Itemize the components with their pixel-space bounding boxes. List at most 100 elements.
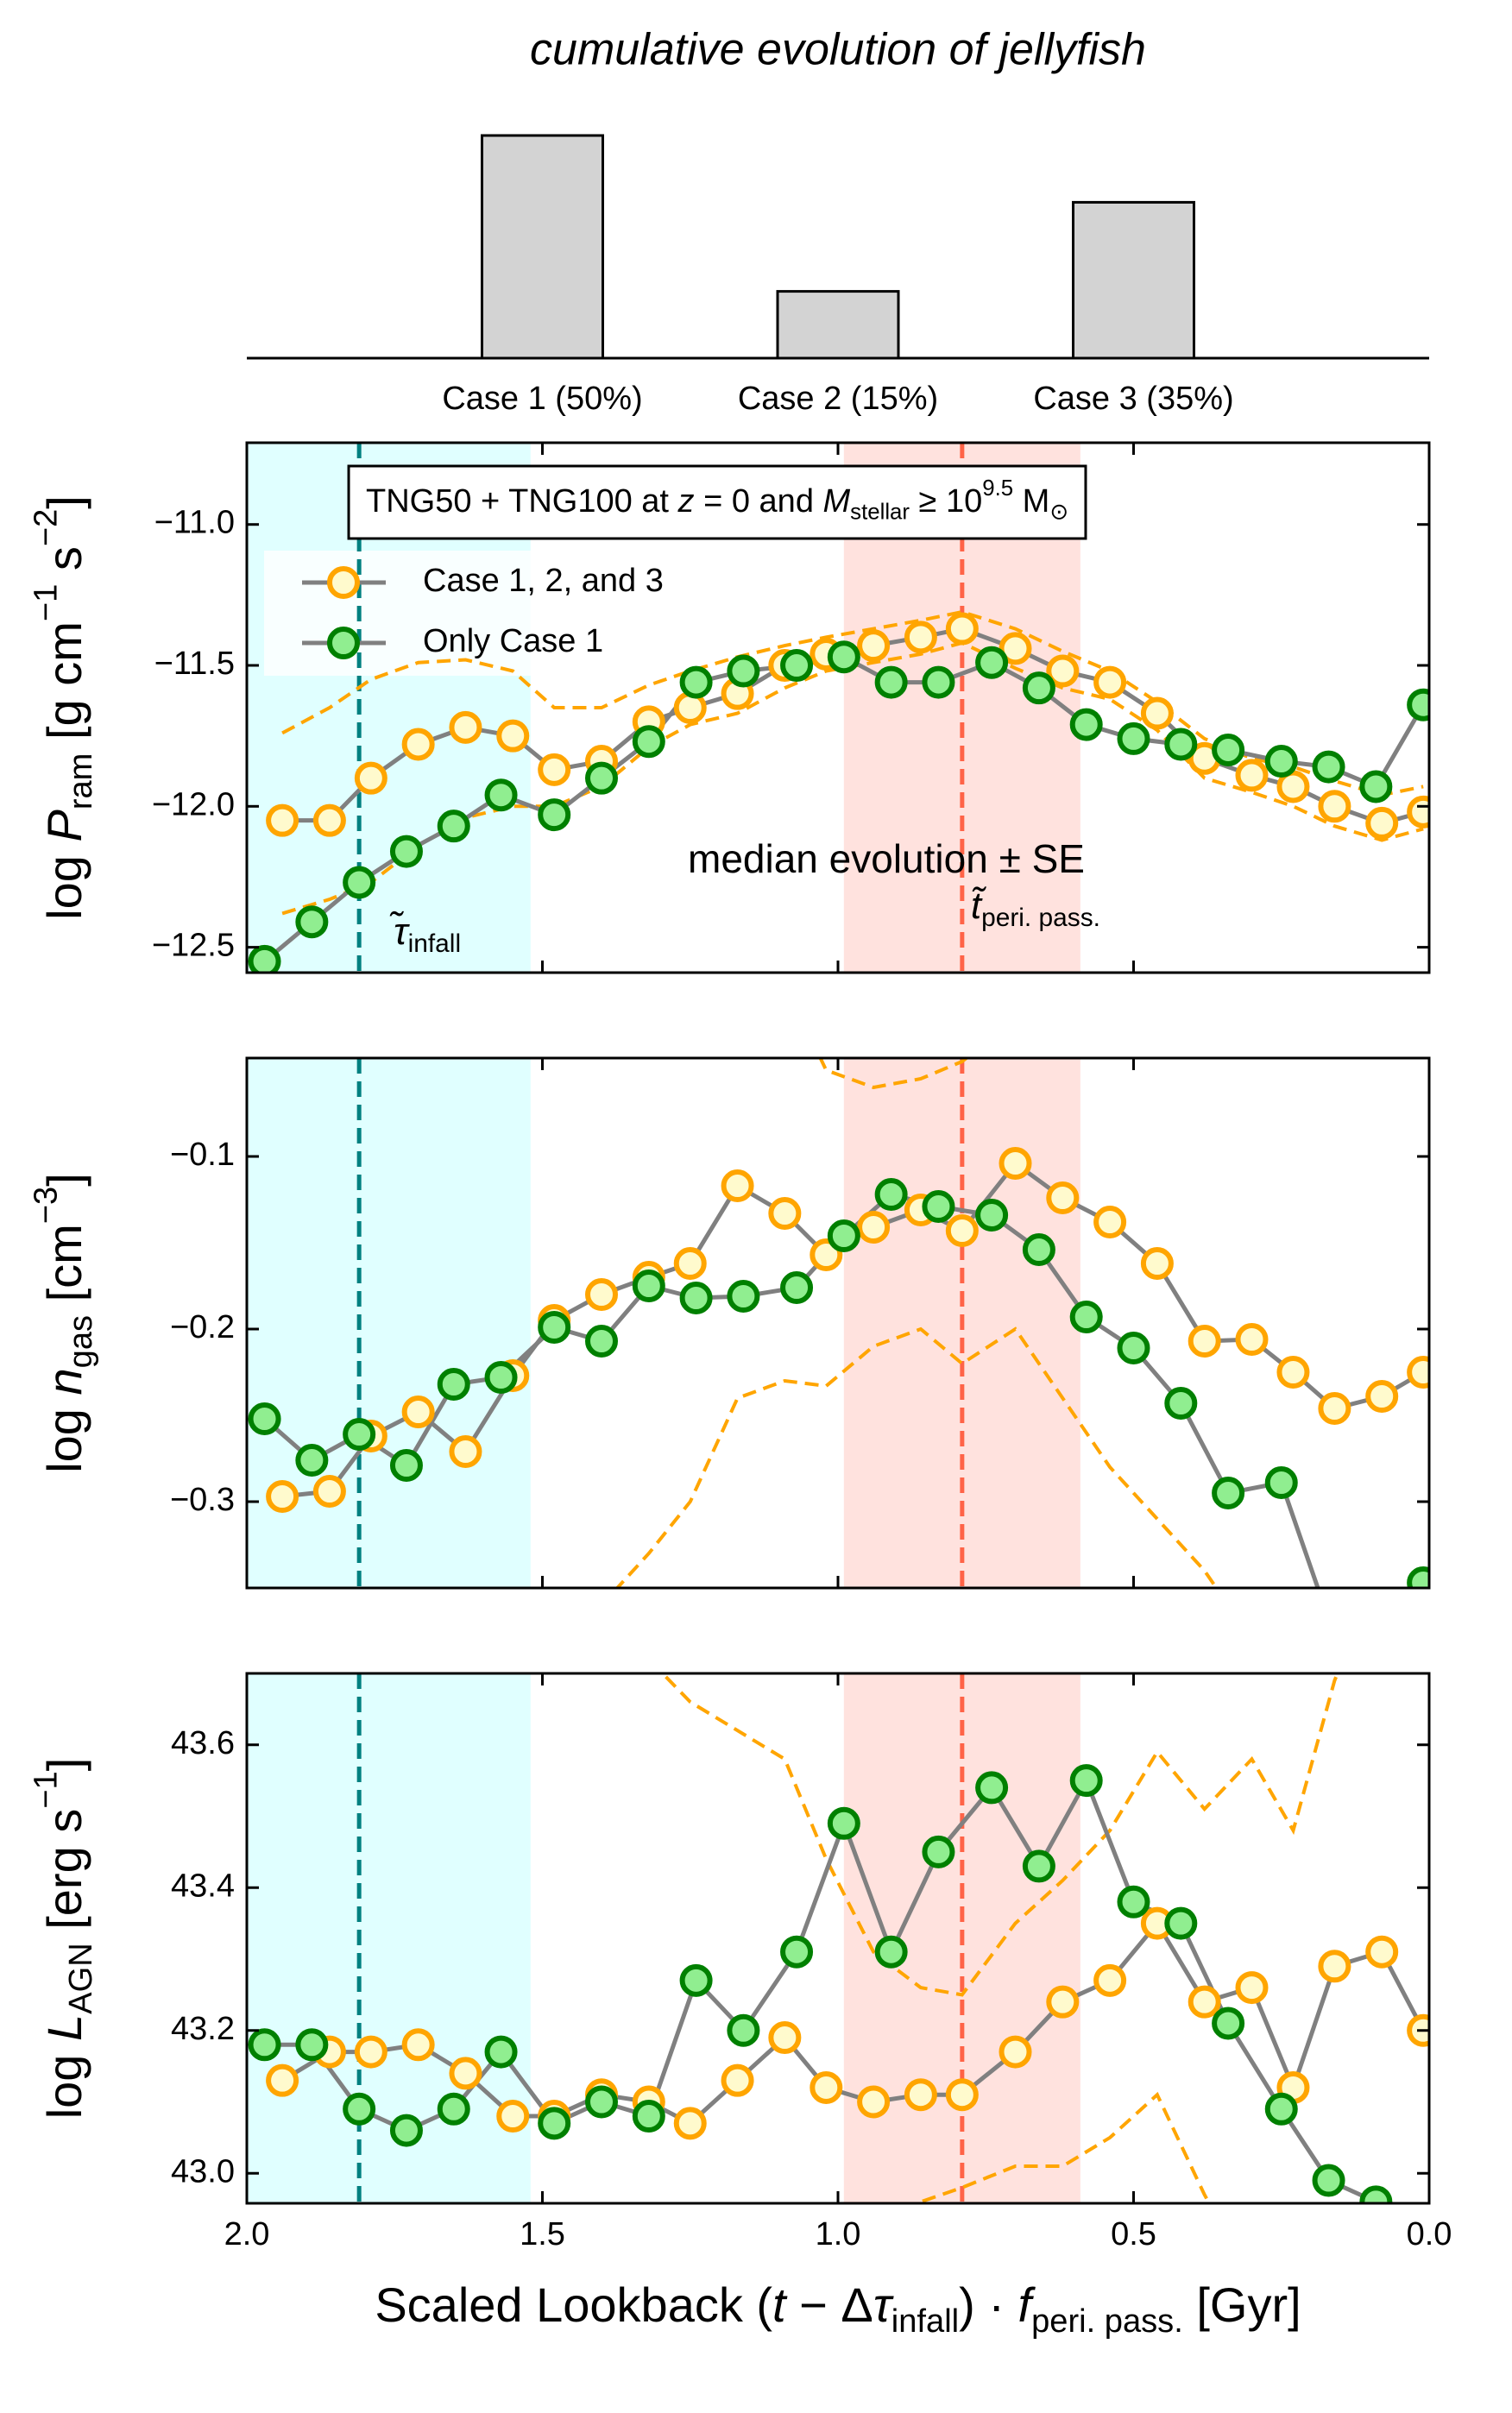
data-point <box>827 640 860 674</box>
data-point <box>389 1449 423 1482</box>
data-point <box>437 2092 470 2126</box>
data-point <box>266 2063 299 2097</box>
data-point <box>1140 1247 1174 1280</box>
data-point <box>827 1219 860 1252</box>
data-point <box>1365 1935 1399 1969</box>
data-point <box>1312 2164 1345 2197</box>
data-point <box>484 778 518 812</box>
text-part: [cm <box>37 1224 91 1315</box>
data-point <box>295 905 329 939</box>
text-part: Scaled Lookback ( <box>375 2278 772 2332</box>
data-point <box>1359 2185 1393 2203</box>
data-point <box>1212 733 1245 766</box>
text-part: τ <box>873 2278 894 2332</box>
text-part: n <box>37 1368 91 1395</box>
chart-title: cumulative evolution of jellyfish <box>530 25 1146 75</box>
text-part: infall <box>408 929 461 958</box>
text-part: stellar <box>850 500 910 524</box>
text-part: [g cm <box>37 621 91 753</box>
y-tick-label: 43.4 <box>171 1868 235 1904</box>
data-point <box>999 1147 1032 1180</box>
x-tick-label: 0.5 <box>1111 2216 1156 2252</box>
data-point <box>780 649 814 683</box>
data-point <box>975 1771 1009 1805</box>
data-point <box>248 2028 281 2062</box>
text-part: infall <box>891 2303 959 2340</box>
legend-box <box>347 464 1087 540</box>
data-point <box>945 1214 979 1247</box>
data-point <box>810 2070 843 2104</box>
text-part: AGN <box>63 1943 99 2014</box>
data-point <box>727 2013 760 2047</box>
bar <box>1072 200 1195 360</box>
text-part: M <box>1013 483 1049 520</box>
data-point <box>1069 1301 1103 1333</box>
data-point <box>999 2035 1032 2069</box>
bar <box>776 290 900 360</box>
data-point <box>1046 654 1080 688</box>
text-part: ram <box>63 753 99 810</box>
text-part: log <box>37 2041 91 2119</box>
data-point <box>1022 1233 1055 1266</box>
text-part: ] <box>37 1758 91 1772</box>
data-point <box>484 1361 518 1394</box>
data-point <box>673 2107 707 2140</box>
data-point <box>727 654 760 688</box>
y-axis-label: log LAGN [erg s−1] <box>28 1758 99 2120</box>
data-point <box>1235 1323 1269 1356</box>
data-point <box>1312 750 1345 784</box>
text-part: −2 <box>28 509 65 546</box>
y-tick-label: −12.0 <box>152 786 235 822</box>
data-point <box>679 1282 713 1314</box>
data-point <box>874 1178 908 1211</box>
data-point <box>1365 1380 1399 1413</box>
data-point <box>538 1311 571 1344</box>
data-point <box>727 1280 760 1313</box>
legend-title: TNG50 + TNG100 at z = 0 and Mstellar ≥ 1… <box>366 476 1068 524</box>
data-point <box>312 1475 346 1508</box>
data-point <box>632 725 665 759</box>
text-part: 9.5 <box>982 476 1013 501</box>
data-point <box>354 2035 387 2069</box>
data-point <box>401 1396 435 1428</box>
legend-label: Case 1, 2, and 3 <box>423 563 664 599</box>
data-point <box>437 810 470 843</box>
x-tick-label: Case 2 (15%) <box>738 381 938 417</box>
data-point <box>1276 770 1310 803</box>
data-point <box>975 1199 1009 1232</box>
y-tick-label: −12.5 <box>152 928 235 964</box>
text-part: log <box>37 842 91 920</box>
data-point <box>1235 1971 1269 2005</box>
y-tick-label: 43.6 <box>171 1725 235 1761</box>
y-tick-label: 43.0 <box>171 2153 235 2189</box>
data-point <box>904 2078 937 2112</box>
data-point <box>1315 1605 1343 1633</box>
shaded-span <box>247 1673 531 2203</box>
data-point <box>354 761 387 795</box>
se-label: median evolution ± SE <box>688 836 1085 881</box>
text-part: t <box>772 2278 788 2332</box>
y-axis-label: log Pram [g cm−1 s−2] <box>28 495 99 920</box>
text-part: ] <box>37 495 91 509</box>
data-point <box>1140 696 1174 730</box>
data-point <box>1022 671 1055 705</box>
text-part: TNG50 + TNG100 at <box>366 483 678 520</box>
data-point <box>999 632 1032 665</box>
legend-marker <box>327 566 360 599</box>
data-point <box>437 1368 470 1401</box>
data-point <box>248 944 281 973</box>
data-point <box>266 803 299 837</box>
data-point <box>768 1197 802 1230</box>
plot-area <box>247 1058 1429 1633</box>
data-point <box>721 1169 754 1202</box>
data-point <box>1407 1566 1429 1588</box>
data-point <box>1359 770 1393 803</box>
text-part: z <box>677 483 695 520</box>
data-point <box>922 665 955 699</box>
data-point <box>1407 688 1429 721</box>
text-part: L <box>37 2014 91 2041</box>
data-point <box>248 1402 281 1435</box>
data-point <box>1212 1477 1245 1509</box>
data-point <box>585 1278 618 1311</box>
text-part: −3 <box>28 1187 65 1224</box>
